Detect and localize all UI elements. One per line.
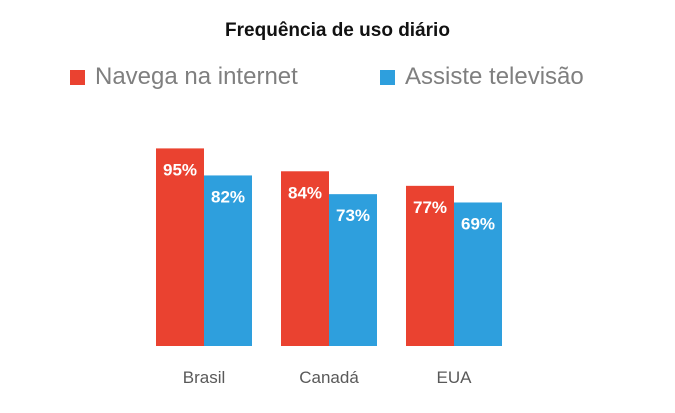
legend-label-internet: Navega na internet — [95, 63, 298, 90]
bar-internet-eua — [406, 185, 454, 346]
legend-item-internet: Navega na internet — [70, 62, 298, 92]
data-label-internet-canada: 84% — [288, 183, 322, 202]
data-label-internet-eua: 77% — [413, 198, 447, 217]
legend-item-tv: Assiste televisão — [380, 62, 584, 92]
data-label-tv-canada: 73% — [336, 206, 370, 225]
bar-tv-canada — [329, 194, 377, 346]
category-label-brasil: Brasil — [183, 368, 226, 387]
legend: Navega na internet Assiste televisão — [70, 62, 630, 92]
legend-swatch-internet — [70, 69, 85, 85]
chart-title: Frequência de uso diário — [225, 20, 450, 41]
data-label-tv-eua: 69% — [461, 214, 495, 233]
bar-internet-canada — [281, 171, 329, 346]
category-label-eua: EUA — [437, 368, 473, 387]
legend-swatch-tv — [380, 69, 395, 85]
bar-tv-eua — [454, 202, 502, 346]
category-label-canada: Canadá — [299, 368, 359, 387]
bar-tv-brasil — [204, 175, 252, 346]
data-label-tv-brasil: 82% — [211, 187, 245, 206]
bar-internet-brasil — [156, 148, 204, 346]
legend-label-tv: Assiste televisão — [405, 63, 584, 90]
data-label-internet-brasil: 95% — [163, 160, 197, 179]
